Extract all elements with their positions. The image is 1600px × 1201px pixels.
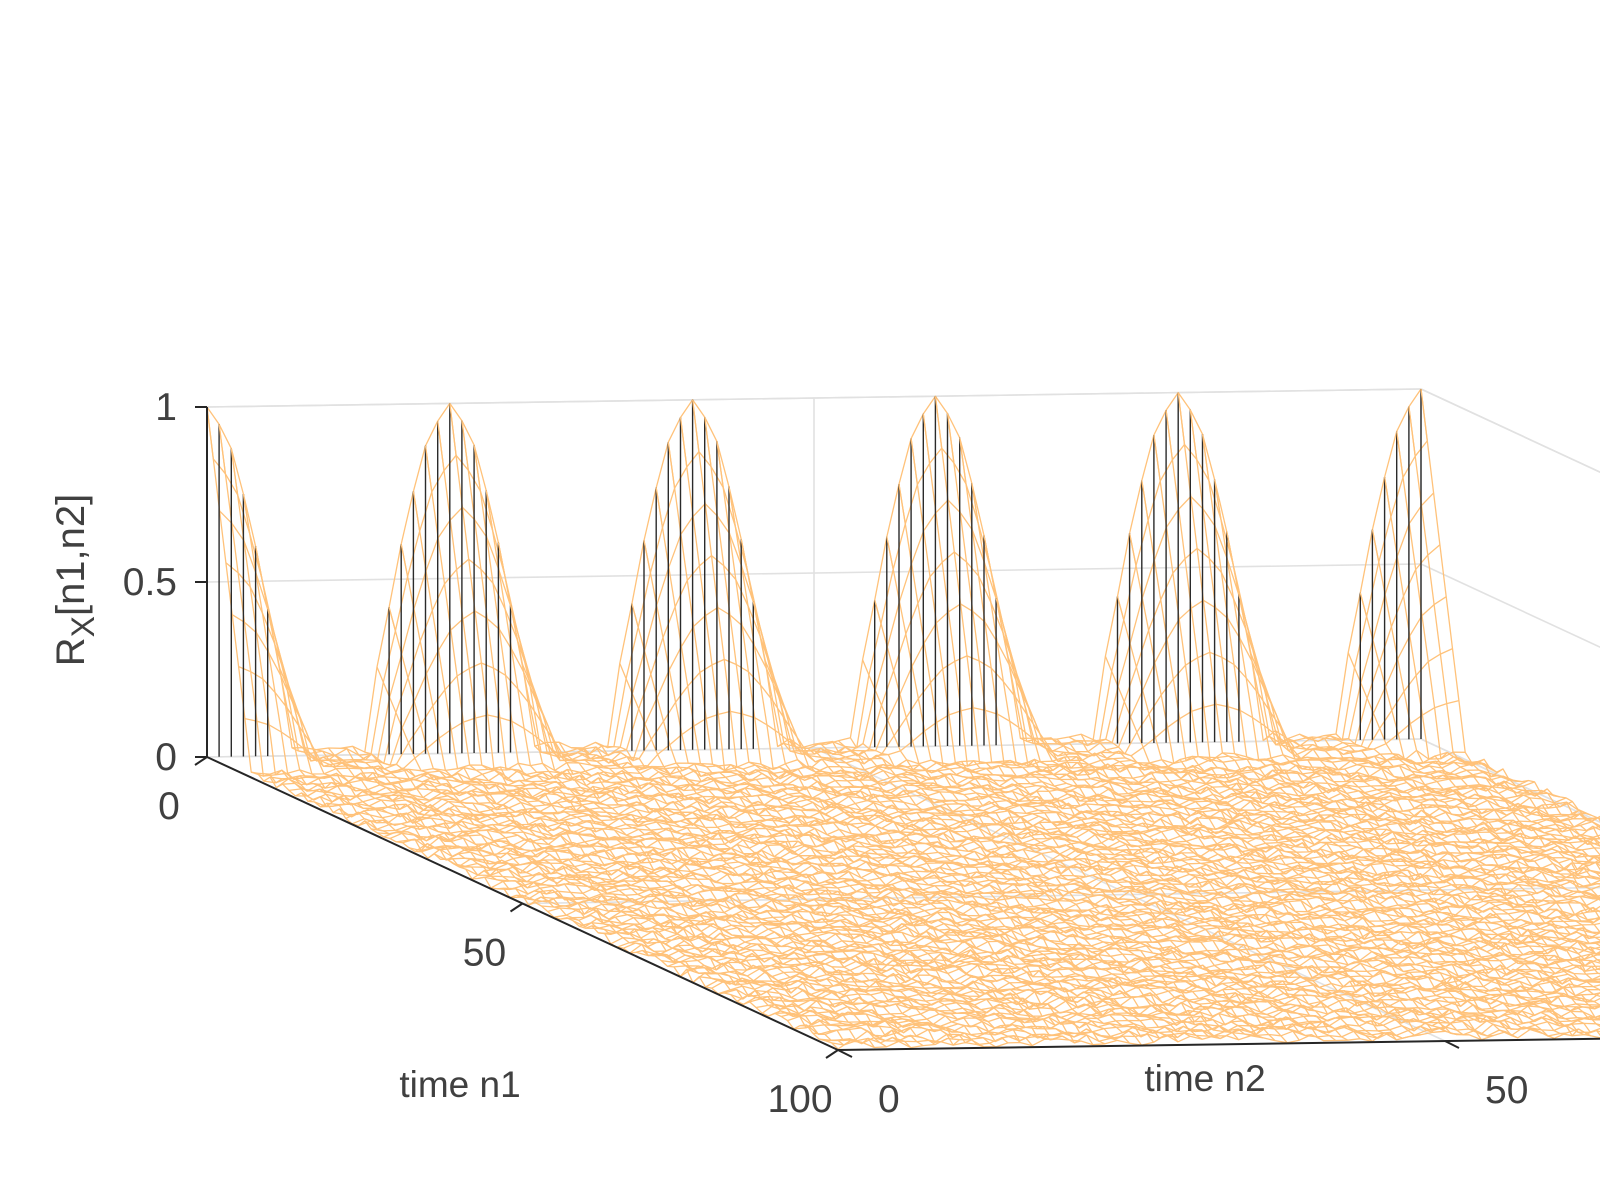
surface-mesh (206, 388, 1600, 1050)
grid-top-edge (206, 388, 1422, 408)
x-tick-mark (509, 902, 524, 913)
peak-spike-edge (485, 490, 494, 531)
x-axis-label: time n1 (399, 1064, 520, 1105)
peak-spike-edge (643, 540, 652, 573)
peak-spike-edge (412, 491, 421, 532)
peak-spike-edge (691, 399, 700, 452)
grid-line-floor-y (1420, 738, 1600, 823)
peak-spike-edge (1408, 406, 1416, 457)
peak-spike-edge (497, 542, 506, 576)
z-tick-label: 0 (155, 736, 177, 779)
peak-spike-edge (218, 424, 227, 474)
peak-spike-edge (230, 448, 239, 495)
peak-spike-edge (254, 546, 263, 579)
peak-spike-edge (1238, 594, 1246, 619)
peak-spike-edge (704, 417, 712, 467)
peak-spike-edge (959, 437, 967, 484)
peak-spike-edge (679, 417, 688, 468)
peak-spike-edge (242, 493, 251, 534)
z-label-subscript: X (65, 616, 101, 637)
peak-spike-edge (267, 608, 275, 633)
peak-spike-edge (400, 543, 409, 577)
x-tick-mark (194, 756, 208, 766)
z-label-rest: [n1,n2] (49, 494, 93, 616)
peak-spike-edge (1420, 388, 1428, 441)
z-tick-label: 0.5 (123, 561, 177, 604)
peak-spike-edge (1128, 533, 1137, 566)
z-tick-label: 1 (155, 386, 177, 429)
peak-spike-edge (631, 603, 639, 628)
peak-spike-edge (1201, 434, 1210, 481)
peak-spike-edge (1383, 476, 1392, 517)
z-label-main: R (49, 637, 93, 666)
peak-spike-edge (1213, 479, 1222, 520)
z-axis-label: RX[n1,n2] (49, 494, 101, 667)
grid-top-edge (1420, 388, 1600, 473)
x-tick-label: 50 (463, 932, 506, 975)
peak-spike-edge (740, 538, 749, 572)
peak-spike-edge (874, 599, 882, 624)
peak-spike-edge (728, 486, 736, 527)
y-tick-label: 0 (878, 1078, 900, 1121)
mesh-lines-n1 (206, 388, 1600, 1050)
peak-spike-edge (388, 607, 397, 631)
peak-spike-edge (1359, 592, 1368, 617)
x-tick-mark (825, 1049, 839, 1059)
peak-spike-edge (1189, 409, 1198, 460)
peak-spike-edge (206, 406, 214, 459)
peak-spike-edge (946, 413, 955, 464)
peak-spike-edge (449, 403, 457, 456)
peak-spike-edge (910, 438, 919, 485)
peak-spike-edge (898, 484, 906, 525)
peak-spike-edge (667, 442, 676, 489)
axes: 05010005010000.51 (123, 386, 1600, 1121)
peak-spike-edge (1165, 410, 1174, 460)
peak-spike-edge (886, 536, 894, 570)
peak-spike-edge (983, 535, 991, 568)
y-tick-mark (1444, 1040, 1460, 1049)
y-tick-mark (837, 1049, 853, 1058)
peak-spike-edge (1226, 531, 1234, 565)
y-axis-label: time n2 (1144, 1058, 1265, 1099)
peak-spike-edge (1116, 596, 1125, 621)
peak-spike-edge (716, 441, 724, 488)
peak-spike-edge (655, 487, 664, 528)
grid-line-z-right-wall (1420, 563, 1600, 648)
svg-text:RX[n1,n2]: RX[n1,n2] (49, 494, 101, 667)
peak-spike-edge (1177, 392, 1186, 445)
y-tick-label: 50 (1485, 1069, 1528, 1112)
peak-spike-edge (971, 483, 979, 523)
peak-spike-edge (461, 420, 469, 471)
peak-spike-edge (1371, 529, 1380, 563)
peak-spike-edge (473, 444, 482, 492)
grid-line-z-right-wall (1420, 388, 1600, 473)
peak-spike-edge (1153, 434, 1161, 482)
peak-spike-edge (922, 413, 931, 464)
axis-labels: time n1 time n2 RX[n1,n2] (49, 494, 1266, 1105)
peak-spike-edge (1141, 480, 1149, 521)
peak-spike-edge (934, 396, 943, 449)
peak-spike-edge (1396, 431, 1404, 478)
peak-spike-edge (995, 598, 1004, 622)
peak-spike-edge (424, 445, 433, 492)
x-tick-label: 0 (158, 785, 180, 828)
peak-spike-edge (752, 601, 761, 626)
peak-spike-edge (509, 605, 518, 630)
peak-spike-edge (437, 421, 445, 471)
x-tick-label: 100 (767, 1078, 832, 1121)
